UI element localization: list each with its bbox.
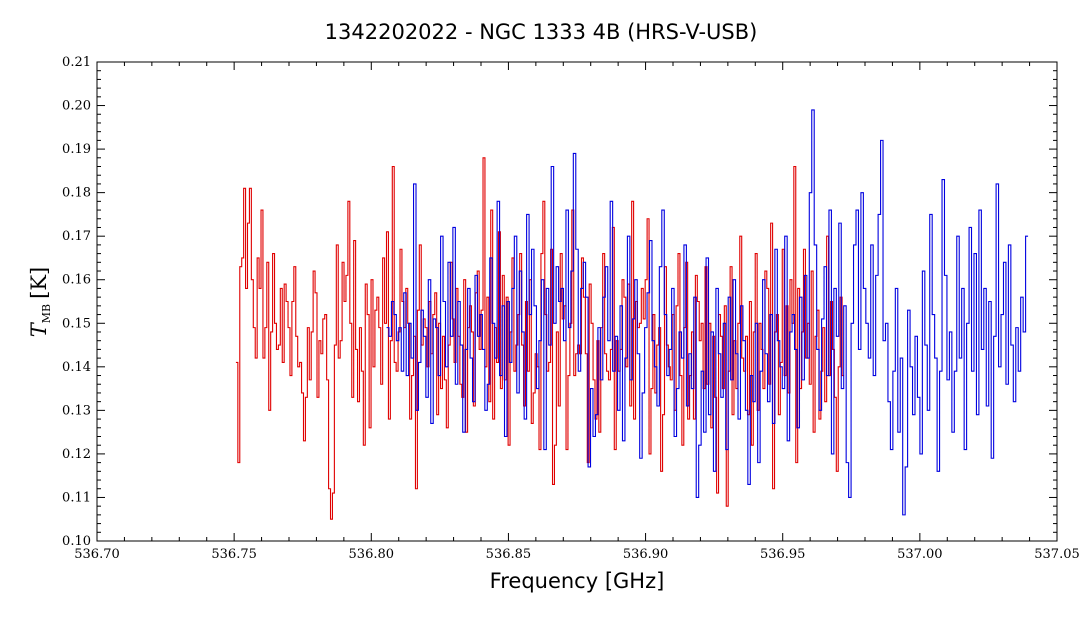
plot-frame [96,61,1058,542]
x-tick-label: 536.85 [486,547,532,562]
y-tick-label: 0.20 [62,99,91,114]
series-line-1 [235,157,845,520]
y-tick-label: 0.11 [62,490,91,505]
y-axis-label-unit: [K] [27,267,51,299]
y-axis-label: TMB [K] [27,267,53,337]
y-tick-label: 0.13 [62,403,91,418]
x-axis-label: Frequency [GHz] [490,569,665,593]
x-tick-label: 536.95 [760,547,806,562]
x-tick-label: 536.70 [74,547,120,562]
y-axis-label-main: T [27,321,51,337]
y-tick-label: 0.16 [62,273,91,288]
y-tick-label: 0.19 [62,142,91,157]
y-tick-label: 0.12 [62,447,91,462]
y-tick-label: 0.15 [62,316,91,331]
y-axis: 0.10 0.11 0.12 0.13 0.14 0.15 0.16 0.17 0.18 0.19… [62,55,1057,549]
series-line-2 [386,109,1029,516]
x-tick-label: 536.75 [211,547,257,562]
x-tick-label: 536.80 [349,547,395,562]
x-tick-label: 537.00 [897,547,943,562]
x-axis: 536.70 536.75 536.80 536.85 536.90 536.95 537.… [74,62,1080,562]
y-tick-label: 0.21 [62,55,91,70]
plot-area [235,109,1029,520]
y-tick-label: 0.18 [62,186,91,201]
x-tick-label: 536.90 [623,547,669,562]
y-tick-label: 0.14 [62,360,91,375]
chart-title: 1342202022 - NGC 1333 4B (HRS-V-USB) [325,20,758,44]
y-tick-label: 0.10 [62,534,91,549]
y-axis-label-sub: MB [40,304,53,323]
y-tick-label: 0.17 [62,229,91,244]
x-tick-label: 537.05 [1034,547,1080,562]
